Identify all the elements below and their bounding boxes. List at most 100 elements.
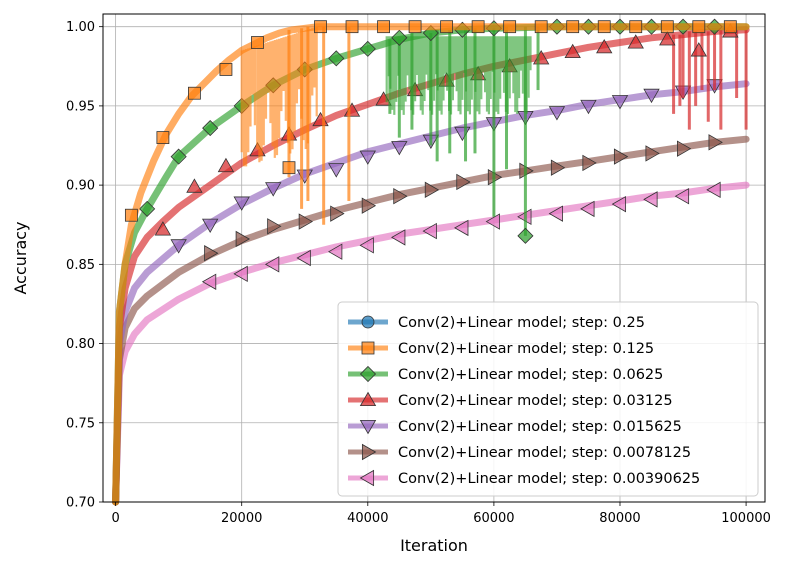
x-tick-label: 80000 [599, 511, 640, 526]
series-marker [408, 20, 422, 34]
series-3 [112, 23, 750, 506]
y-tick-label: 0.90 [66, 179, 95, 194]
axis-ticks: 0 20000 40000 60000 80000 100000 0.70 0.75 0.80 0… [66, 20, 771, 526]
series-marker [359, 237, 374, 254]
x-tick-label: 100000 [721, 511, 771, 526]
legend-swatch-marker [359, 365, 377, 383]
legend-entry-label: Conv(2)+Linear model; step: 0.015625 [398, 419, 682, 435]
series-marker [659, 31, 676, 46]
series-marker [692, 20, 706, 34]
y-tick-label: 0.75 [66, 416, 95, 431]
legend-entry-label: Conv(2)+Linear model; step: 0.03125 [398, 393, 673, 409]
legend-box [337, 301, 759, 497]
series-marker [611, 95, 629, 110]
series-marker [723, 20, 737, 34]
series-marker [201, 273, 217, 290]
x-tick-label: 20000 [221, 511, 262, 526]
series-marker [548, 205, 563, 222]
series-marker [361, 197, 377, 214]
y-tick-label: 0.80 [66, 337, 95, 352]
legend-swatch-marker [361, 315, 375, 329]
series-marker [391, 229, 406, 246]
series-marker [282, 161, 296, 175]
series-marker [596, 38, 613, 54]
series-marker [156, 131, 170, 144]
series-marker [706, 181, 721, 199]
y-tick-label: 0.95 [66, 99, 95, 114]
legend-swatch-marker [361, 341, 375, 355]
series-marker [154, 221, 172, 236]
series-marker [391, 29, 408, 46]
series-marker [503, 20, 517, 34]
series-marker [582, 154, 597, 172]
series-marker [235, 230, 251, 248]
legend-entry-label: Conv(2)+Linear model; step: 0.00390625 [398, 471, 700, 487]
legend-swatch-marker [359, 391, 377, 407]
plot-frame [102, 13, 766, 503]
x-tick-label: 60000 [473, 511, 514, 526]
y-tick-label: 1.00 [66, 20, 95, 35]
series-marker [265, 182, 282, 197]
legend-entry-label: Conv(2)+Linear model; step: 0.125 [398, 341, 654, 357]
series-marker [251, 36, 264, 49]
series-marker [264, 256, 280, 273]
series-marker [170, 239, 187, 254]
series-marker [328, 50, 345, 67]
series-marker [233, 265, 248, 283]
series-marker [170, 148, 187, 165]
series-marker [424, 181, 440, 199]
series-marker [645, 145, 660, 162]
series-marker [548, 106, 566, 121]
series-marker [201, 218, 219, 234]
series-marker [188, 86, 201, 100]
legend-entry-label: Conv(2)+Linear model; step: 0.0625 [398, 367, 663, 383]
series-marker [643, 88, 660, 104]
series-marker [186, 178, 203, 193]
series-1 [112, 20, 750, 506]
legend-entry-label: Conv(2)+Linear model; step: 0.0078125 [398, 445, 691, 461]
series-marker [550, 159, 566, 176]
series-marker [377, 20, 390, 34]
series-marker [517, 227, 534, 244]
series-marker [613, 148, 629, 165]
series-marker [660, 20, 674, 34]
y-axis-label: Accuracy [11, 221, 30, 294]
series-marker [456, 173, 471, 191]
series-marker [330, 205, 345, 222]
series-marker [202, 120, 219, 137]
series-marker [440, 20, 454, 34]
series-marker [597, 20, 611, 34]
plot-series [112, 18, 750, 506]
series-marker [204, 245, 219, 262]
series-marker [298, 213, 314, 230]
series-marker [454, 219, 469, 237]
series-marker [677, 140, 692, 157]
series-marker [690, 42, 707, 57]
legend-swatch-marker [361, 443, 377, 461]
series-marker [611, 195, 627, 213]
series-marker [422, 222, 437, 240]
series-marker [534, 20, 548, 34]
series-marker [471, 20, 485, 34]
series-marker [564, 43, 581, 59]
series-marker [327, 243, 343, 260]
series-marker [345, 20, 359, 34]
x-tick-label: 0 [111, 511, 119, 526]
series-marker [296, 249, 311, 267]
y-tick-label: 0.85 [66, 258, 95, 273]
series-marker [674, 188, 690, 205]
series-marker [219, 63, 233, 76]
series-marker [393, 188, 408, 205]
y-tick-label: 0.70 [66, 496, 95, 511]
series-marker [233, 196, 250, 211]
series-marker [139, 200, 156, 217]
series-line [112, 26, 750, 506]
series-marker [629, 20, 643, 34]
series-marker [217, 157, 235, 173]
series-marker [314, 20, 327, 34]
series-marker [485, 213, 500, 230]
series-marker [566, 20, 580, 34]
legend-swatch-marker [359, 419, 377, 435]
x-axis-label: Iteration [400, 536, 468, 555]
